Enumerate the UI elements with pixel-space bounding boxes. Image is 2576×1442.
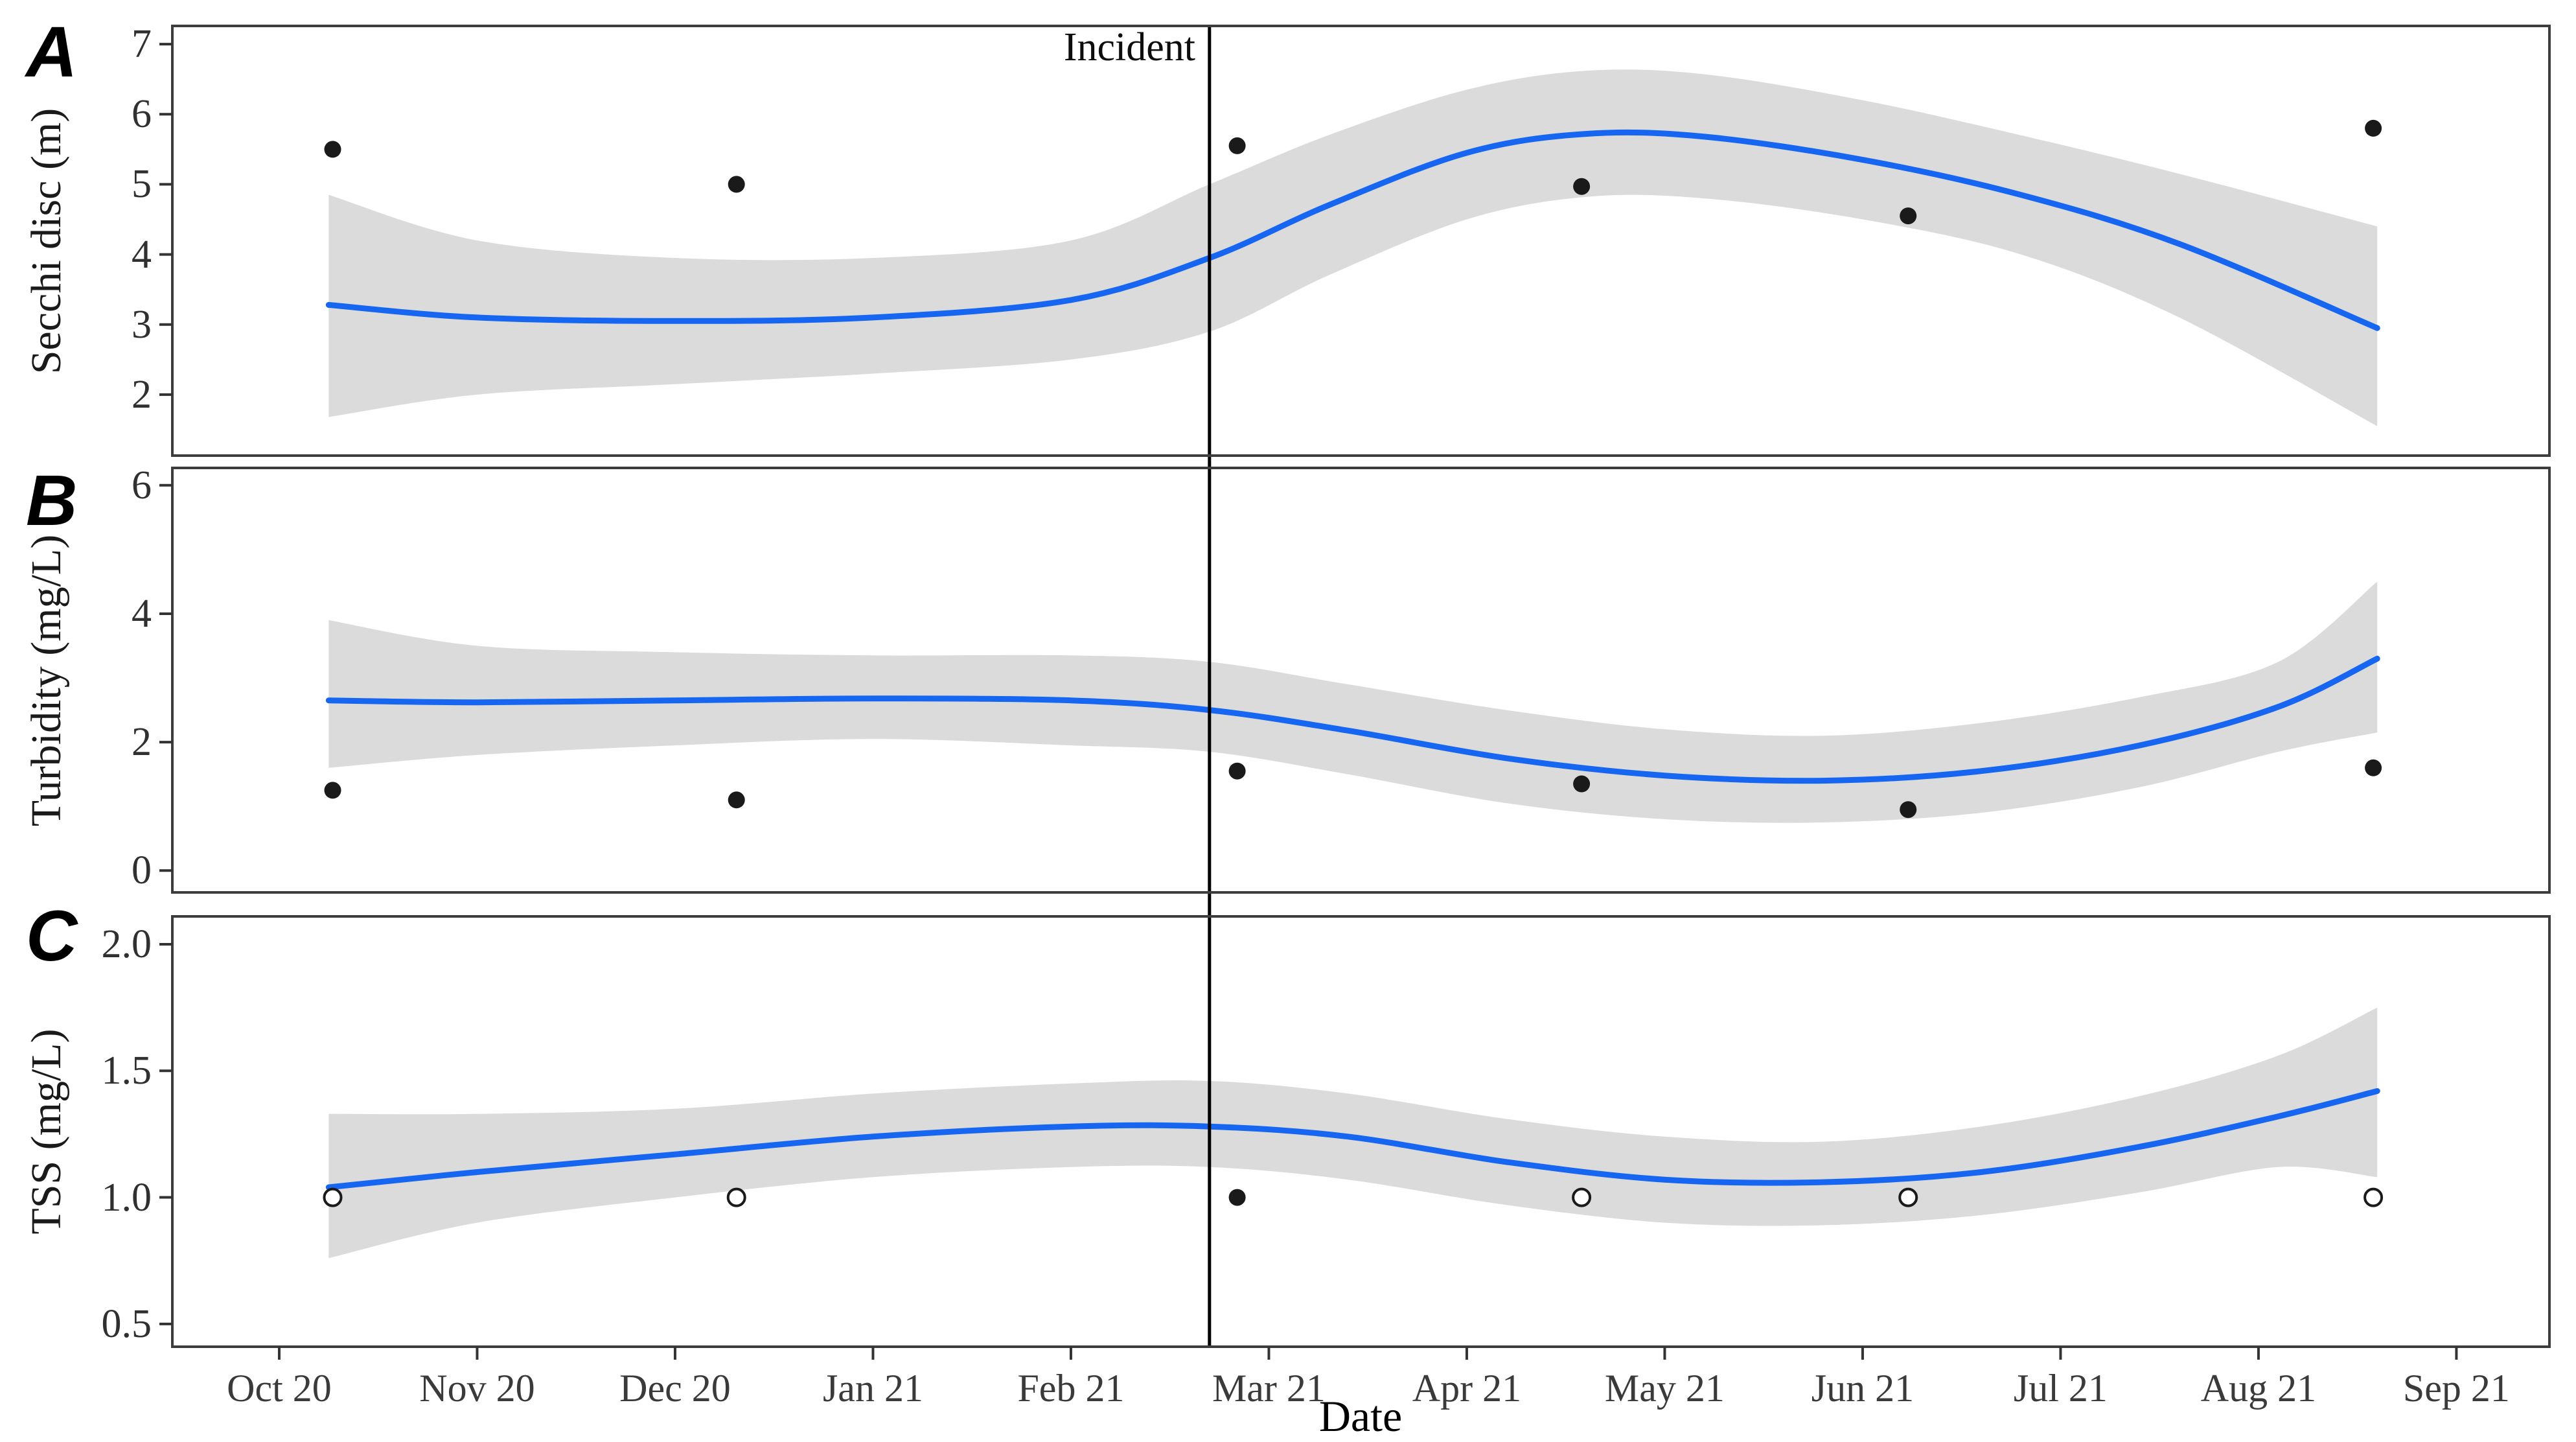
y-tick-label: 3 (132, 302, 152, 347)
data-point-filled (2365, 119, 2382, 137)
data-point-filled (1228, 762, 1246, 780)
x-tick-label: Jan 21 (822, 1367, 923, 1410)
data-point-filled (1573, 178, 1591, 195)
y-tick-label: 0 (132, 848, 152, 893)
y-tick-label: 1.5 (101, 1049, 152, 1093)
confidence-ribbon (328, 1007, 2378, 1259)
confidence-ribbon (328, 581, 2378, 823)
confidence-ribbon (328, 69, 2378, 426)
data-point-filled (324, 141, 341, 158)
y-axis-title-turbidity: Turbidity (mg/L) (23, 534, 70, 827)
y-tick-label: 2 (132, 720, 152, 765)
y-tick-label: 0.5 (101, 1301, 152, 1346)
y-tick-label: 7 (132, 22, 152, 67)
data-point-open (323, 1187, 343, 1207)
smooth-trend-line (325, 129, 2380, 331)
x-tick-label: Mar 21 (1212, 1367, 1326, 1410)
x-tick-label: Oct 20 (227, 1367, 332, 1410)
y-tick-label: 6 (132, 92, 152, 137)
data-point-filled (1228, 1189, 1246, 1206)
x-tick-label: Jun 21 (1811, 1367, 1915, 1410)
data-point-open (1572, 1187, 1592, 1207)
y-tick-label: 4 (132, 232, 152, 277)
data-point-filled (728, 176, 745, 193)
panel-label-a: A (26, 12, 78, 92)
panel-border (171, 467, 2551, 894)
x-axis-title: Date (1318, 1391, 1403, 1441)
y-tick-label: 1.0 (101, 1175, 152, 1220)
y-tick-label: 4 (132, 591, 152, 636)
smooth-trend-line (325, 1088, 2380, 1191)
x-tick-label: Nov 20 (419, 1367, 535, 1410)
panel-border (171, 25, 2551, 457)
panel-label-c: C (26, 896, 78, 976)
smooth-trend-line (325, 655, 2380, 784)
y-tick-label: 2 (132, 372, 152, 417)
data-point-open (1898, 1187, 1918, 1207)
incident-annotation: Incident (1063, 25, 1195, 69)
data-point-filled (1900, 801, 1917, 819)
data-point-filled (2365, 759, 2382, 776)
data-point-filled (1573, 775, 1591, 793)
x-tick-label: May 21 (1604, 1367, 1725, 1410)
data-point-open (2363, 1187, 2384, 1207)
y-tick-label: 2.0 (101, 922, 152, 966)
x-tick-label: Jul 21 (2013, 1367, 2108, 1410)
x-tick-label: Sep 21 (2402, 1367, 2510, 1410)
data-point-filled (1900, 207, 1917, 225)
y-tick-label: 5 (132, 162, 152, 207)
panel-border (171, 915, 2551, 1348)
data-point-filled (728, 791, 745, 809)
data-point-open (726, 1187, 746, 1207)
x-tick-label: Aug 21 (2200, 1367, 2317, 1410)
panel-label-b: B (26, 461, 78, 541)
data-point-filled (324, 782, 341, 799)
y-axis-title-tss: TSS (mg/L) (23, 1029, 70, 1235)
x-tick-label: Feb 21 (1017, 1367, 1125, 1410)
y-axis-title-secchi: Secchi disc (m) (23, 108, 70, 375)
x-tick-label: Dec 20 (619, 1367, 731, 1410)
y-tick-label: 6 (132, 463, 152, 507)
x-tick-label: Apr 21 (1412, 1367, 1522, 1410)
data-point-filled (1228, 137, 1246, 154)
